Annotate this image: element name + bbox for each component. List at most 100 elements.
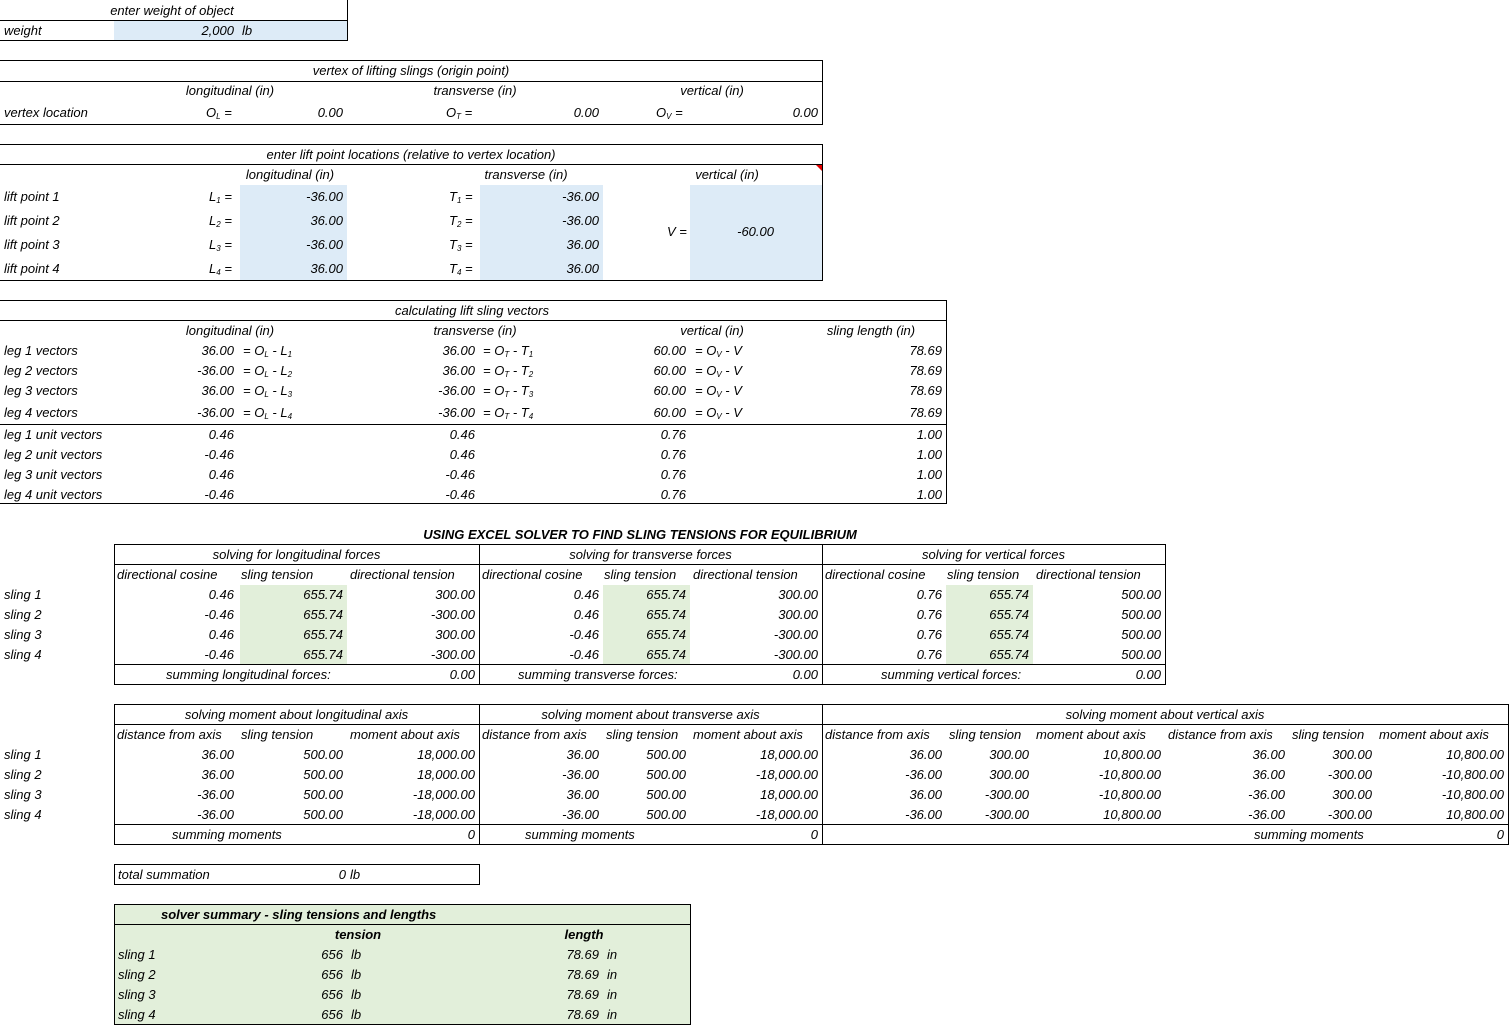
formula-part: 3: [528, 390, 534, 399]
formula-part: O: [254, 363, 265, 378]
sling-tension-value[interactable]: 655.74: [989, 607, 1029, 622]
tension-value: 500.00: [646, 747, 686, 762]
sling-tension-value[interactable]: 655.74: [989, 647, 1029, 662]
moment-value: -18,000.00: [755, 807, 818, 822]
col-moment-about-axis: moment about axis: [1379, 727, 1489, 742]
formula-part: 3: [287, 390, 293, 399]
leg-unit-vector-label: leg 4 unit vectors: [4, 487, 103, 502]
sling-tension-value[interactable]: 655.74: [303, 607, 343, 622]
formula-part: O: [254, 405, 265, 420]
formula-part: =: [243, 363, 251, 378]
force-sum-label: summing vertical forces:: [881, 667, 1022, 682]
lift-l-value[interactable]: -36.00: [306, 237, 343, 252]
distance-value: -36.00: [1248, 807, 1285, 822]
summary-length-value: 78.69: [566, 967, 599, 982]
equals-sign: =: [465, 261, 473, 276]
grid-line-v: [479, 704, 480, 845]
tension-value: -300.00: [1327, 807, 1372, 822]
lift-l-value[interactable]: 36.00: [310, 213, 343, 228]
formula-part: O: [494, 383, 505, 398]
sling-tension-value[interactable]: 655.74: [989, 627, 1029, 642]
vector-l-value: -36.00: [197, 363, 234, 378]
vector-l-value: -36.00: [197, 405, 234, 420]
summary-length-unit: in: [607, 967, 618, 982]
summary-title: solver summary - sling tensions and leng…: [161, 907, 437, 922]
weight-input-fill[interactable]: [114, 21, 347, 40]
grid-line-h: [114, 724, 1509, 725]
moment-group-title: solving moment about transverse axis: [541, 707, 760, 722]
lift-l-value[interactable]: 36.00: [310, 261, 343, 276]
unit-length-value: 1.00: [916, 467, 942, 482]
formula-part: L: [280, 405, 288, 420]
sling-tension-value[interactable]: 655.74: [646, 607, 686, 622]
lift-t-value[interactable]: 36.00: [566, 237, 599, 252]
formula-part: -: [721, 383, 734, 398]
moment-group-title: solving moment about longitudinal axis: [184, 707, 409, 722]
unit-l-value: 0.46: [208, 427, 234, 442]
distance-value: -36.00: [905, 807, 942, 822]
sling-tension-value[interactable]: 655.74: [303, 627, 343, 642]
formula-text: = OL - L3: [243, 383, 292, 403]
sling-tension-value[interactable]: 655.74: [303, 587, 343, 602]
distance-value: -36.00: [197, 807, 234, 822]
lift-v-value[interactable]: -60.00: [737, 224, 774, 239]
lift-point-label: lift point 3: [4, 237, 60, 252]
lift-l-value[interactable]: -36.00: [306, 189, 343, 204]
formula-part: 4: [287, 412, 293, 421]
formula-part: =: [695, 343, 703, 358]
lift-t-value[interactable]: 36.00: [566, 261, 599, 276]
summary-sling-label: sling 3: [118, 987, 156, 1002]
sling-tension-solver-fill[interactable]: [946, 585, 1033, 664]
formula-part: O: [494, 405, 505, 420]
symbol-subscript: 2: [216, 220, 221, 229]
equals-sign: =: [224, 213, 232, 228]
formula-part: L: [264, 370, 269, 379]
sling-tension-value[interactable]: 655.74: [989, 587, 1029, 602]
sling-tension-value[interactable]: 655.74: [646, 647, 686, 662]
col-sling-tension: sling tension: [241, 567, 314, 582]
tension-value: 500.00: [646, 787, 686, 802]
grid-line-h: [0, 124, 823, 125]
force-sum-label: summing transverse forces:: [518, 667, 678, 682]
lift-t-value[interactable]: -36.00: [562, 189, 599, 204]
symbol: T: [449, 213, 457, 228]
col-distance-from-axis: distance from axis: [825, 727, 930, 742]
lift-t-value[interactable]: -36.00: [562, 213, 599, 228]
grid-line-h: [0, 300, 947, 301]
sling-tension-value[interactable]: 655.74: [646, 627, 686, 642]
unit-v-value: 0.76: [660, 447, 686, 462]
unit-length-value: 1.00: [916, 487, 942, 502]
formula-part: L: [264, 350, 269, 359]
sling-tension-value[interactable]: 655.74: [303, 647, 343, 662]
tension-value: 500.00: [646, 767, 686, 782]
tension-value: 500.00: [646, 807, 686, 822]
col-moment-about-axis: moment about axis: [693, 727, 803, 742]
directional-cosine-value: 0.46: [573, 607, 599, 622]
grid-line-v: [114, 544, 115, 685]
lift-title: enter lift point locations (relative to …: [266, 147, 556, 162]
sling-tension-solver-fill[interactable]: [240, 585, 347, 664]
col-sling-tension: sling tension: [947, 567, 1020, 582]
summary-length-unit: in: [607, 1007, 618, 1022]
grid-line-v: [1165, 544, 1166, 685]
grid-line-h: [0, 280, 823, 281]
t-symbol: T2 =: [449, 213, 473, 233]
grid-line-h: [114, 904, 691, 905]
lift-l-input-fill[interactable]: [240, 185, 347, 280]
symbol: O: [206, 105, 217, 120]
lift-t-input-fill[interactable]: [480, 185, 603, 280]
vector-t-value: 36.00: [442, 343, 475, 358]
lift-v-input-fill[interactable]: [690, 185, 822, 280]
sling-tension-value[interactable]: 655.74: [646, 587, 686, 602]
col-distance-from-axis: distance from axis: [117, 727, 222, 742]
total-summation-unit: lb: [350, 867, 361, 882]
l-symbol: L2 =: [209, 213, 232, 233]
formula-text: = OT - T1: [483, 343, 533, 363]
sling-tension-solver-fill[interactable]: [603, 585, 690, 664]
weight-value[interactable]: 2,000: [201, 23, 234, 38]
formula-part: T: [520, 343, 529, 358]
formula-part: L: [264, 412, 269, 421]
tension-value: -300.00: [984, 787, 1029, 802]
formula-part: O: [254, 383, 265, 398]
directional-tension-value: -300.00: [430, 607, 475, 622]
